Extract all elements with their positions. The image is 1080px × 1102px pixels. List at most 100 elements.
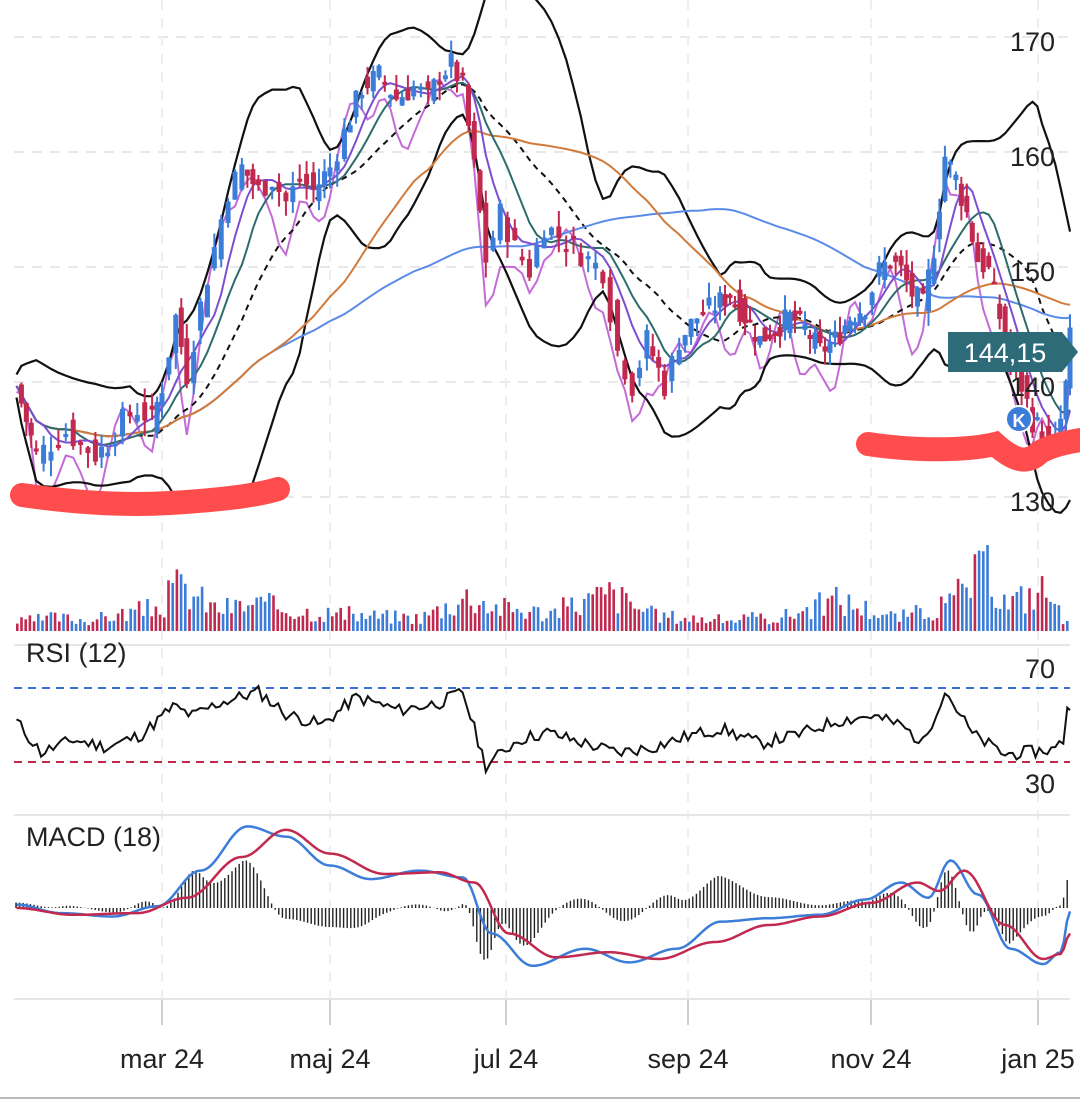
volume-bar xyxy=(83,622,86,631)
candle-body xyxy=(662,370,668,396)
volume-bar xyxy=(725,620,729,631)
volume-bar xyxy=(465,589,468,631)
candle-body xyxy=(752,336,758,342)
price-y-axis: 170 160 150 140 130 xyxy=(1010,27,1055,517)
volume-bar xyxy=(658,622,662,631)
volume-bar xyxy=(906,616,909,631)
volume-bar xyxy=(377,618,380,631)
candle-body xyxy=(149,405,155,410)
volume-bar xyxy=(402,613,405,631)
volume-bar xyxy=(671,610,674,631)
candle-body xyxy=(142,402,148,421)
candle-body xyxy=(218,219,224,260)
candle-body xyxy=(442,75,448,80)
candle-body xyxy=(980,248,986,273)
candle-body xyxy=(465,85,471,126)
volume-bar xyxy=(473,613,477,631)
volume-bar xyxy=(767,624,771,631)
candle-body xyxy=(376,65,382,78)
volume-bar xyxy=(759,613,762,631)
volume-bar xyxy=(772,622,775,631)
volume-bar xyxy=(24,619,27,631)
volume-bar xyxy=(444,603,447,631)
candle-body xyxy=(1034,417,1040,421)
candle-body xyxy=(393,89,399,100)
volume-bar xyxy=(839,605,842,631)
candle-body xyxy=(792,310,798,321)
volume-bar xyxy=(213,602,216,631)
volume-bar xyxy=(696,622,699,631)
volume-bar xyxy=(431,609,435,631)
volume-bar xyxy=(192,596,195,631)
candle-body xyxy=(975,242,981,263)
candle-body xyxy=(600,271,606,284)
volume-bar xyxy=(763,618,767,631)
candle-body xyxy=(159,393,165,406)
volume-bar xyxy=(62,613,65,631)
candle-body xyxy=(964,195,970,213)
volume-bar xyxy=(616,613,620,631)
volume-bar xyxy=(158,614,162,631)
volume-bar xyxy=(28,615,32,631)
event-badge[interactable]: K xyxy=(1005,405,1033,433)
volume-bar xyxy=(591,594,594,631)
candle-body xyxy=(460,72,466,76)
candle-body xyxy=(629,373,635,396)
candle-body xyxy=(437,81,443,85)
volume-bar xyxy=(650,605,653,631)
candle-body xyxy=(931,258,937,285)
volume-bar xyxy=(977,550,981,631)
candle-body xyxy=(650,346,656,357)
candle-body xyxy=(797,310,803,314)
candle-body xyxy=(250,169,256,185)
volume-bar xyxy=(721,623,725,631)
volume-bar xyxy=(835,586,838,631)
candle-body xyxy=(310,172,316,190)
candle-body xyxy=(991,281,997,285)
ma-mid xyxy=(15,129,1071,438)
volume-bar xyxy=(1061,624,1065,631)
candle-body xyxy=(448,53,454,67)
x-axis: mar 24 maj 24 jul 24 sep 24 nov 24 jan 25 xyxy=(120,1000,1075,1074)
candle-body xyxy=(55,444,61,448)
candle-body xyxy=(388,95,394,99)
candle-body xyxy=(732,304,738,308)
volume-bar xyxy=(452,615,456,631)
volume-bar xyxy=(272,595,275,631)
volume-bar xyxy=(259,596,263,631)
volume-bar xyxy=(310,621,313,631)
candle-body xyxy=(694,318,700,324)
candle-body xyxy=(290,186,296,203)
volume-bar xyxy=(520,612,523,631)
candle-body xyxy=(244,169,250,176)
volume-bar xyxy=(87,625,90,631)
candle-body xyxy=(204,285,210,318)
candle-body xyxy=(454,61,460,82)
candle-body xyxy=(225,201,231,223)
volume-bar xyxy=(457,604,460,631)
macd-line xyxy=(16,825,1072,968)
volume-bar xyxy=(247,605,250,631)
volume-bar xyxy=(889,611,893,631)
volume-bar xyxy=(297,616,300,631)
volume-bar xyxy=(608,582,611,631)
volume-bar xyxy=(217,612,221,631)
volume-bar xyxy=(398,621,401,631)
x-tick-label: nov 24 xyxy=(830,1044,911,1074)
volume-bar xyxy=(830,595,834,631)
volume-bar xyxy=(910,612,914,631)
volume-bar xyxy=(587,593,590,631)
volume-bar xyxy=(205,612,208,631)
price-tick-label: 150 xyxy=(1010,257,1055,287)
volume-bar xyxy=(931,620,935,631)
candle-body xyxy=(936,211,942,240)
volume-bar xyxy=(1040,576,1044,631)
volume-bar xyxy=(986,545,989,631)
volume-bar xyxy=(923,618,926,631)
candle-body xyxy=(615,300,621,351)
candle-body xyxy=(166,357,172,375)
volume-bar xyxy=(877,618,880,631)
volume-bar xyxy=(163,617,166,631)
candle-body xyxy=(85,447,91,454)
volume-bar xyxy=(1045,597,1048,631)
